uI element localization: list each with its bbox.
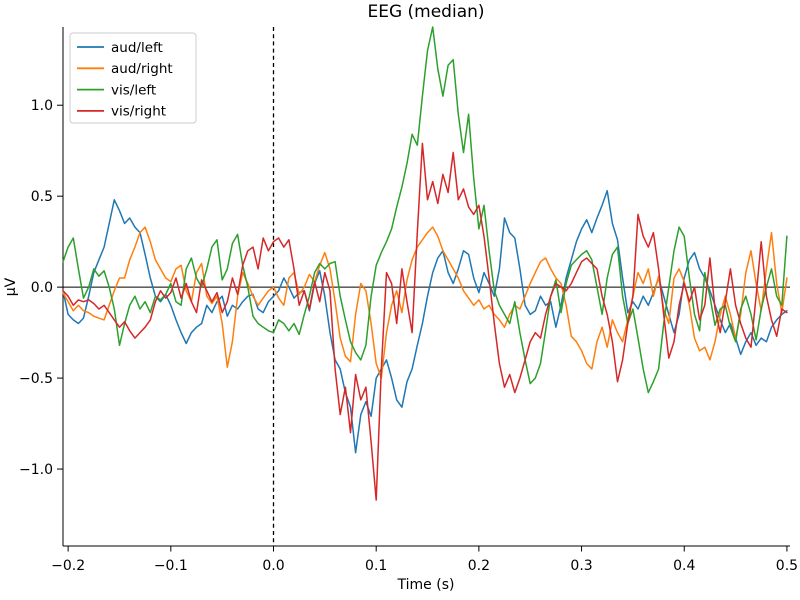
legend: aud/left aud/right vis/left vis/right bbox=[69, 32, 197, 124]
legend-label-aud-right: aud/right bbox=[111, 61, 173, 77]
chart-title: EEG (median) bbox=[367, 2, 484, 22]
x-tick-label: 0.0 bbox=[262, 558, 284, 574]
legend-box bbox=[69, 32, 197, 124]
series-line-vis-right bbox=[62, 142, 788, 501]
x-tick-label: 0.1 bbox=[365, 558, 387, 574]
y-tick-label: −1.0 bbox=[19, 462, 53, 478]
legend-label-aud-left: aud/left bbox=[111, 40, 163, 56]
y-tick-label: 1.0 bbox=[31, 98, 53, 114]
y-tick-label: 0.5 bbox=[31, 189, 53, 205]
x-tick-label: −0.2 bbox=[51, 558, 85, 574]
x-tick-label: 0.4 bbox=[673, 558, 695, 574]
x-axis-label: Time (s) bbox=[397, 577, 455, 593]
legend-label-vis-left: vis/left bbox=[111, 82, 156, 98]
legend-label-vis-right: vis/right bbox=[111, 104, 166, 120]
plot-area: −0.2 −0.1 0.0 0.1 0.2 0.3 0.4 0.5 −1.0 −0.5 0.0 0.5… bbox=[19, 26, 798, 574]
x-tick-label: −0.1 bbox=[154, 558, 188, 574]
y-tick-label: 0.0 bbox=[31, 280, 53, 296]
y-axis-label: µV bbox=[3, 277, 19, 296]
series-line-vis-left bbox=[62, 26, 788, 394]
x-tick-label: 0.5 bbox=[776, 558, 798, 574]
series-line-aud-right bbox=[62, 226, 788, 379]
y-tick-label: −0.5 bbox=[19, 371, 53, 387]
x-tick-label: 0.2 bbox=[468, 558, 490, 574]
x-tick-label: 0.3 bbox=[570, 558, 592, 574]
